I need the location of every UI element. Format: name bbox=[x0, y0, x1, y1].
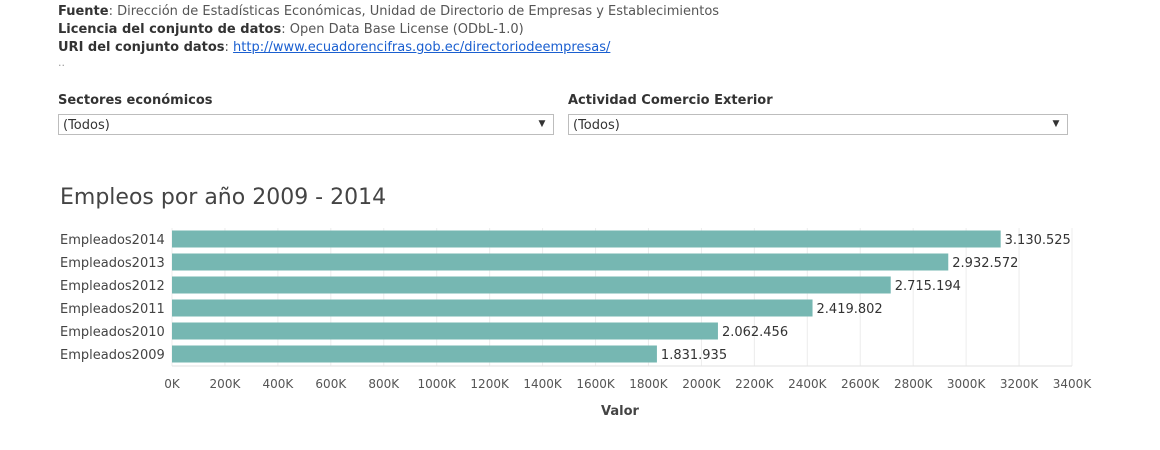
chevron-down-icon[interactable]: ▼ bbox=[1052, 119, 1060, 129]
data-label: 2.715.194 bbox=[895, 279, 961, 294]
x-tick-label: 1000K bbox=[417, 377, 457, 391]
filter-actividad: Actividad Comercio Exterior (Todos) ▼ bbox=[568, 92, 1068, 135]
bar bbox=[172, 299, 813, 317]
uri-separator: : bbox=[224, 40, 234, 55]
sectores-dropdown[interactable]: (Todos) ▼ bbox=[58, 114, 554, 135]
data-label: 2.932.572 bbox=[952, 256, 1018, 271]
dataset-link[interactable]: http://www.ecuadorencifras.gob.ec/direct… bbox=[233, 40, 611, 55]
category-label: Empleados2010 bbox=[60, 325, 165, 340]
bar bbox=[172, 230, 1001, 248]
licencia-label: Licencia del conjunto de datos bbox=[58, 22, 282, 37]
x-tick-label: 3200K bbox=[1000, 377, 1040, 391]
sectores-dropdown-value: (Todos) bbox=[63, 118, 110, 133]
x-tick-label: 2200K bbox=[735, 377, 775, 391]
licencia-line: Licencia del conjunto de datos: Open Dat… bbox=[58, 21, 719, 39]
category-label: Empleados2011 bbox=[60, 302, 165, 317]
uri-line: URI del conjunto datos: http://www.ecuad… bbox=[58, 39, 719, 57]
filter-sectores: Sectores económicos (Todos) ▼ bbox=[58, 92, 554, 135]
ellipsis-text: .. bbox=[58, 56, 65, 69]
source-metadata: Fuente: Dirección de Estadísticas Económ… bbox=[58, 3, 719, 69]
uri-label: URI del conjunto datos bbox=[58, 40, 225, 55]
chevron-down-icon[interactable]: ▼ bbox=[538, 119, 546, 129]
filter-label-actividad: Actividad Comercio Exterior bbox=[568, 93, 773, 108]
bar bbox=[172, 276, 891, 294]
data-label: 2.062.456 bbox=[722, 325, 788, 340]
x-axis-title: Valor bbox=[601, 404, 640, 419]
data-label: 1.831.935 bbox=[661, 348, 727, 363]
category-label: Empleados2013 bbox=[60, 256, 165, 271]
bar bbox=[172, 345, 657, 363]
x-tick-label: 600K bbox=[315, 377, 347, 391]
fuente-line: Fuente: Dirección de Estadísticas Económ… bbox=[58, 3, 719, 21]
x-tick-label: 0K bbox=[164, 377, 181, 391]
x-tick-label: 2600K bbox=[841, 377, 881, 391]
x-tick-label: 800K bbox=[368, 377, 400, 391]
licencia-value: : Open Data Base License (ODbL-1.0) bbox=[281, 22, 524, 37]
chart-title: Empleos por año 2009 - 2014 bbox=[60, 185, 387, 210]
x-tick-label: 3000K bbox=[947, 377, 987, 391]
x-tick-label: 1200K bbox=[470, 377, 510, 391]
bar bbox=[172, 322, 718, 340]
bar bbox=[172, 253, 949, 271]
x-tick-label: 3400K bbox=[1053, 377, 1093, 391]
data-label: 3.130.525 bbox=[1005, 233, 1071, 248]
x-tick-label: 1600K bbox=[576, 377, 616, 391]
x-tick-label: 400K bbox=[262, 377, 294, 391]
x-tick-label: 2400K bbox=[788, 377, 828, 391]
actividad-dropdown-value: (Todos) bbox=[573, 118, 620, 133]
fuente-value: : Dirección de Estadísticas Económicas, … bbox=[108, 4, 720, 19]
actividad-dropdown[interactable]: (Todos) ▼ bbox=[568, 114, 1068, 135]
category-label: Empleados2009 bbox=[60, 348, 165, 363]
x-tick-label: 1400K bbox=[523, 377, 563, 391]
data-label: 2.419.802 bbox=[817, 302, 883, 317]
category-label: Empleados2012 bbox=[60, 279, 165, 294]
fuente-label: Fuente bbox=[58, 4, 109, 19]
x-tick-label: 1800K bbox=[629, 377, 669, 391]
x-tick-label: 2000K bbox=[682, 377, 722, 391]
x-tick-label: 200K bbox=[210, 377, 242, 391]
category-label: Empleados2014 bbox=[60, 233, 165, 248]
x-tick-label: 2800K bbox=[894, 377, 934, 391]
filter-label-sectores: Sectores económicos bbox=[58, 93, 213, 108]
